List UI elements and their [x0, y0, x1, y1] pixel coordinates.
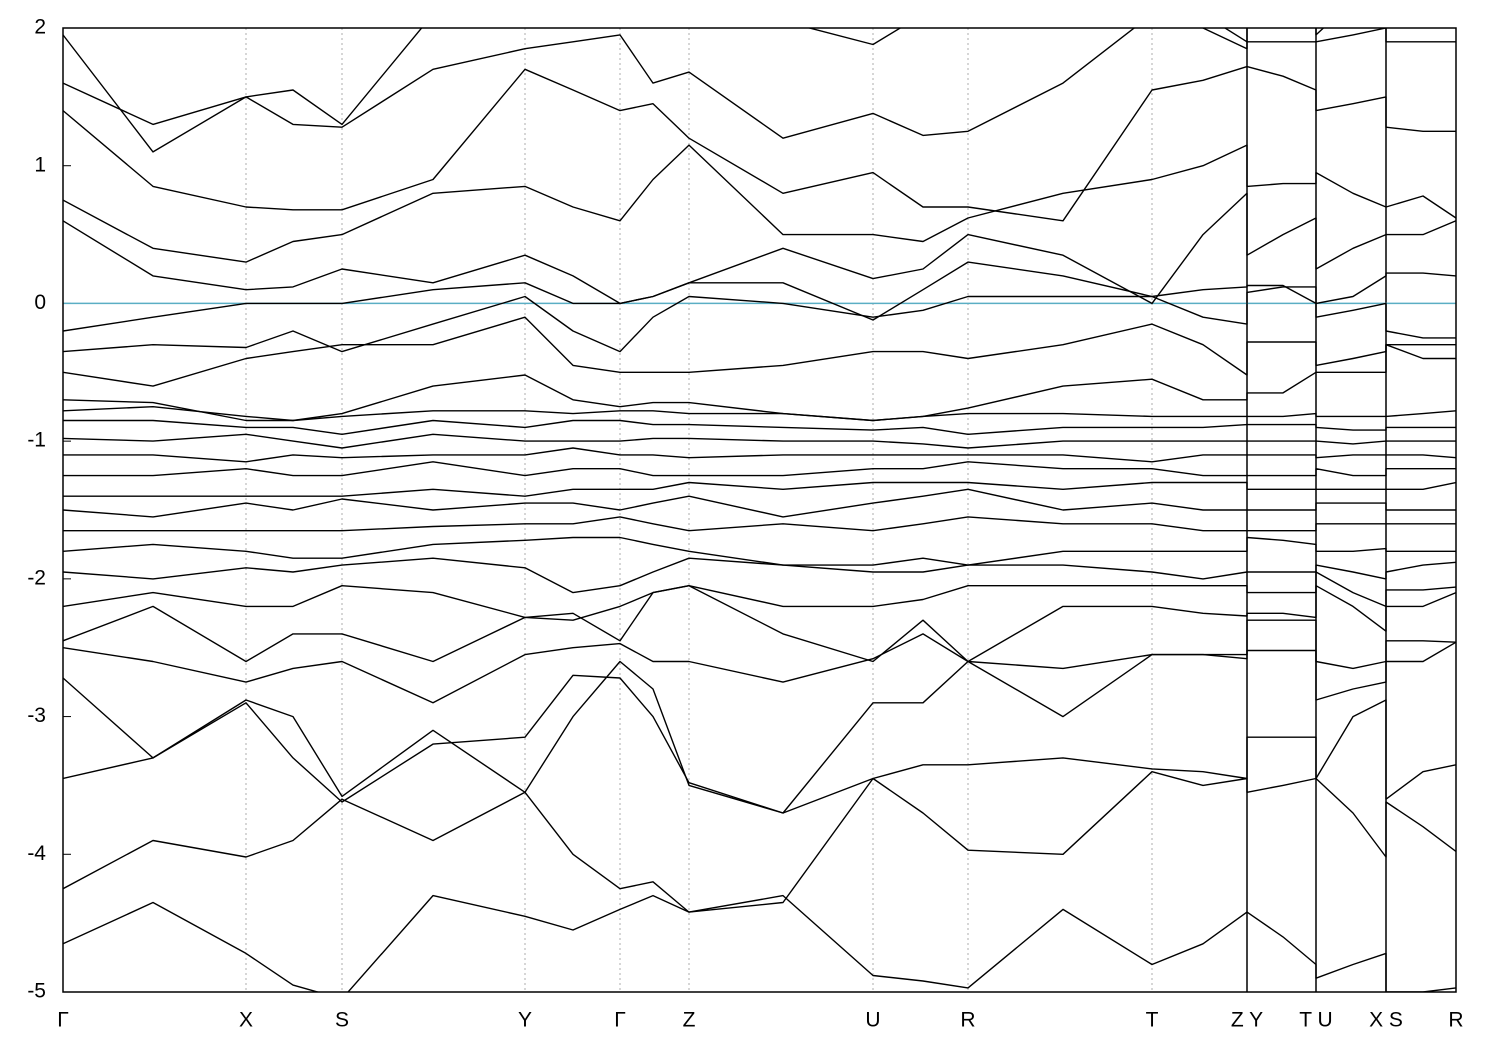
x-tick-label: Z — [683, 1009, 696, 1032]
x-tick-label: T — [1146, 1009, 1159, 1032]
y-tick-label: -2 — [27, 566, 46, 589]
band-line — [63, 28, 1456, 139]
band-line — [63, 447, 1456, 463]
y-tick-label: 2 — [34, 16, 46, 39]
band-line — [63, 619, 1456, 704]
band-line — [63, 419, 1456, 435]
band-line — [63, 674, 1456, 858]
x-tick-label: Γ — [614, 1009, 626, 1032]
band-line — [63, 286, 1456, 353]
band-line — [63, 699, 1456, 913]
y-tick-label: -4 — [27, 842, 46, 865]
band-line — [63, 585, 1456, 663]
labels-layer: -5 -4 -3 -2 -1 0 1 2 Γ X S Y Γ Z U R T Z Y T U X S R — [27, 16, 1463, 1032]
x-tick-label: R — [960, 1009, 975, 1032]
band-line — [63, 571, 1456, 621]
band-line — [63, 192, 1456, 305]
x-tick-label: S — [335, 1009, 349, 1032]
band-line — [63, 261, 1456, 332]
plot-frame — [62, 27, 1457, 993]
band-line — [63, 557, 1456, 594]
x-tick-label: Γ — [57, 1009, 69, 1032]
band-line — [63, 344, 1456, 422]
x-tick-label: X S — [1369, 1009, 1403, 1032]
x-tick-label: R — [1448, 1009, 1463, 1032]
y-tick-label: -5 — [27, 980, 46, 1003]
band-line — [63, 461, 1456, 477]
x-tick-label: U — [865, 1009, 880, 1032]
band-line — [63, 28, 1325, 153]
band-line — [63, 536, 1456, 566]
band-line — [63, 144, 1456, 263]
y-tick-label: 0 — [34, 291, 46, 314]
band-line — [63, 316, 1456, 387]
x-tick-label: Y — [518, 1009, 532, 1032]
band-line — [63, 481, 1456, 497]
x-tick-label: Z Y — [1231, 1009, 1263, 1032]
band-line — [63, 516, 1456, 532]
band-line — [63, 894, 1456, 992]
band-line — [63, 488, 1456, 518]
band-line — [63, 640, 1456, 814]
y-tick-label: -3 — [27, 704, 46, 727]
band-line — [63, 433, 1456, 449]
band-line — [63, 65, 1456, 222]
x-tick-label: X — [239, 1009, 253, 1032]
bands-layer — [63, 28, 1456, 992]
x-tick-label: T U — [1299, 1009, 1332, 1032]
y-tick-label: -1 — [27, 429, 46, 452]
y-tick-label: 1 — [34, 153, 46, 176]
